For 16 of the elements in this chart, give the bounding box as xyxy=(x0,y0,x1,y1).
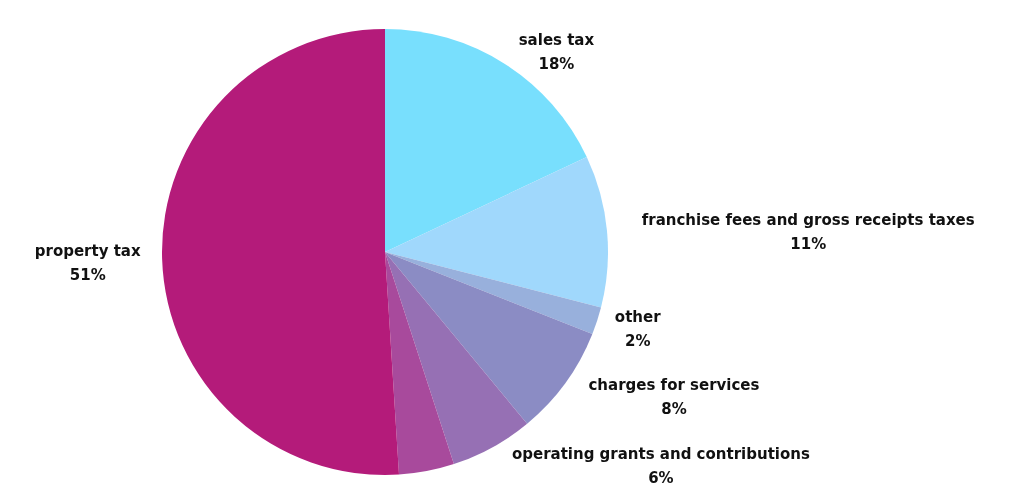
data-label: 18% xyxy=(538,54,575,73)
pie-slice xyxy=(385,252,454,475)
data-label: 6% xyxy=(648,469,674,488)
data-label: 11% xyxy=(790,235,827,254)
data-label: 8% xyxy=(661,399,687,418)
slice-label: sales tax xyxy=(518,30,595,49)
pie-slice xyxy=(385,252,601,335)
data-label: 2% xyxy=(624,332,651,351)
slice-label: franchise fees and gross receipts taxes xyxy=(641,211,975,230)
slice-label: property tax xyxy=(34,241,141,260)
pie-slice xyxy=(385,157,608,308)
slice-label: operating grants and contributions xyxy=(511,445,810,464)
slice-label: charges for services xyxy=(588,375,760,394)
pie-slice xyxy=(162,29,399,475)
data-label: 51% xyxy=(69,265,106,284)
slice-label: other xyxy=(614,308,662,327)
